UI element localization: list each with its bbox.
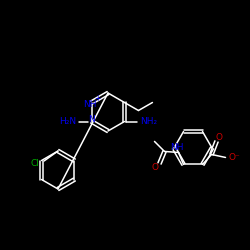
Text: O: O <box>215 133 222 142</box>
Text: H₂N: H₂N <box>59 117 76 126</box>
Text: N: N <box>88 115 95 124</box>
Text: +: + <box>94 94 101 103</box>
Text: O: O <box>152 163 159 172</box>
Text: NH: NH <box>83 100 96 109</box>
Text: NH: NH <box>170 143 183 152</box>
Text: O⁻: O⁻ <box>228 153 240 162</box>
Text: Cl: Cl <box>30 158 40 168</box>
Text: NH₂: NH₂ <box>140 117 157 126</box>
